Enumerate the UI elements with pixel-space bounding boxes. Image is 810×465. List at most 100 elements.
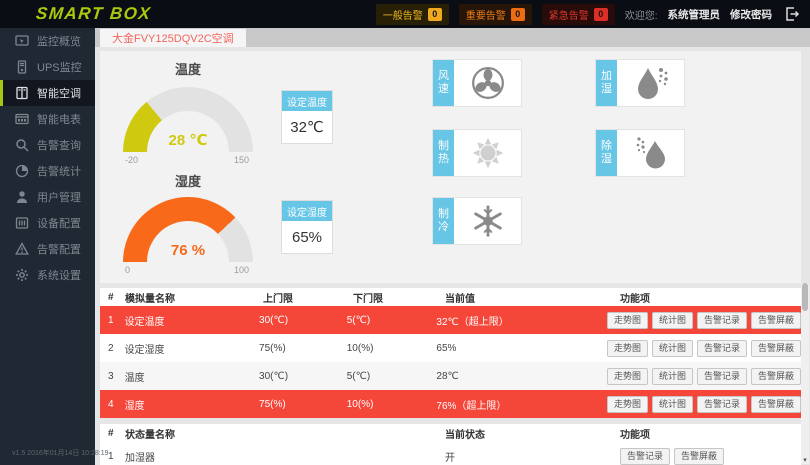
sun-icon [472,137,503,169]
monitor-icon [15,35,29,46]
urgent-alarm-badge[interactable]: 紧急告警 0 [541,3,615,25]
sidebar-item-system-settings[interactable]: 系统设置 [0,262,95,288]
sidebar-item-monitor-overview[interactable]: 监控概览 [0,28,95,54]
analog-row: 3 温度 30(℃) 5(℃) 28℃ 走势图 统计图 告警记录 告警屏蔽 [100,362,801,390]
row-num: 4 [108,398,114,410]
sidebar-item-alarm-config[interactable]: 告警配置 [0,236,95,262]
analog-table-panel: # 模拟量名称 上门限 下门限 当前值 功能项 1 设定温度 30(℃) 5(℃… [100,288,801,418]
col-analog-name: 模拟量名称 [125,293,175,305]
col-upper-limit: 上门限 [263,293,293,305]
alarm-record-button[interactable]: 告警记录 [696,395,747,413]
main-content: 大金FVY125DQV2C空调 温度 28 ℃ -20 150 设定温度 32℃… [95,28,810,465]
urgent-alarm-count: 0 [593,7,608,21]
change-password-link[interactable]: 修改密码 [730,8,772,21]
stats-button[interactable]: 统计图 [651,311,693,329]
sidebar-item-user-management[interactable]: 用户管理 [0,184,95,210]
status-table-header: # 状态量名称 当前状态 功能项 [100,424,801,442]
sidebar-item-label: 设备配置 [37,218,81,230]
pie-chart-icon [15,164,29,178]
alarm-record-button[interactable]: 告警记录 [696,311,747,329]
col-current-value: 当前值 [445,293,475,305]
sidebar-item-label: 系统设置 [37,270,81,282]
mode-card-fan-speed[interactable]: 风速 [432,59,522,107]
top-bar: SMART BOX 一般告警 0 重要告警 0 紧急告警 0 欢迎您: 系统管理… [0,0,810,28]
alarm-record-button[interactable]: 告警记录 [696,367,747,385]
sidebar-item-ups[interactable]: UPS监控 [0,54,95,80]
dehumidify-icon [636,137,665,169]
analog-row: 2 设定湿度 75(%) 10(%) 65% 走势图 统计图 告警记录 告警屏蔽 [100,334,801,362]
temperature-gauge-scale: -20 150 [125,155,249,165]
row-num: 3 [108,370,114,382]
status-table-panel: # 状态量名称 当前状态 功能项 1 加湿器 开 告警记录 告警屏蔽 [100,424,801,465]
alarm-record-button[interactable]: 告警记录 [696,339,747,357]
stats-button[interactable]: 统计图 [651,395,693,413]
stats-button[interactable]: 统计图 [651,367,693,385]
humidify-icon [637,68,668,99]
row-current: 32℃（超上限） [436,316,509,328]
fan-icon [471,67,504,99]
logout-icon[interactable] [784,6,800,22]
search-icon [16,139,29,152]
row-current: 76%（超上限） [436,400,507,412]
status-row: 1 加湿器 开 告警记录 告警屏蔽 [100,442,801,465]
trend-button[interactable]: 走势图 [606,339,648,357]
mode-card-dehumidify[interactable]: 除湿 [595,129,685,177]
dehumidify-label: 除湿 [596,130,617,176]
row-name: 设定湿度 [124,344,165,356]
humidify-label: 加湿 [596,60,617,106]
device-icon [15,217,29,229]
mode-card-cool[interactable]: 制冷 [432,197,522,245]
major-alarm-badge[interactable]: 重要告警 0 [458,3,532,25]
row-lower: 10(%) [346,398,374,410]
alarm-mask-button[interactable]: 告警屏蔽 [750,395,801,413]
tab-bar: 大金FVY125DQV2C空调 [95,28,810,47]
snowflake-icon [473,205,502,237]
general-alarm-badge[interactable]: 一般告警 0 [375,3,449,25]
scrollbar-down-arrow[interactable]: ▾ [803,457,807,464]
sidebar-item-alarm-query[interactable]: 告警查询 [0,132,95,158]
vertical-scrollbar[interactable]: ▾ [801,283,809,464]
row-num: 2 [108,342,114,354]
alarm-record-button[interactable]: 告警记录 [620,447,671,465]
sidebar-item-smart-meter[interactable]: 智能电表 [0,106,95,132]
alarm-mask-button[interactable]: 告警屏蔽 [750,367,801,385]
cool-label: 制冷 [433,198,454,244]
trend-button[interactable]: 走势图 [606,395,648,413]
col-actions: 功能项 [620,293,650,305]
alarm-mask-button[interactable]: 告警屏蔽 [750,339,801,357]
heat-label: 制热 [433,130,454,176]
scrollbar-thumb[interactable] [802,283,808,311]
sidebar-item-label: UPS监控 [37,62,82,74]
col-status-name: 状态量名称 [125,429,175,441]
set-humidity-label: 设定湿度 [282,201,332,221]
tab-ac-device[interactable]: 大金FVY125DQV2C空调 [100,29,246,47]
mode-card-humidify[interactable]: 加湿 [595,59,685,107]
sidebar-item-smart-ac[interactable]: 智能空调 [0,80,95,106]
row-lower: 5(℃) [346,370,371,382]
alarm-mask-button[interactable]: 告警屏蔽 [674,447,725,465]
version-info: v1.5 2016年01月14日 10:28:19 [12,450,109,457]
sidebar-item-device-config[interactable]: 设备配置 [0,210,95,236]
user-icon [16,191,28,203]
row-upper: 30(℃) [259,314,289,326]
set-temperature-label: 设定温度 [282,91,332,111]
trend-button[interactable]: 走势图 [606,367,648,385]
row-lower: 10(%) [346,342,374,354]
major-alarm-count: 0 [510,7,525,21]
set-humidity-card: 设定湿度 65% [281,200,333,254]
humidity-gauge-title: 湿度 [174,174,201,189]
ac-overview-panel: 温度 28 ℃ -20 150 设定温度 32℃ 湿度 76 % 0 [100,51,801,283]
analog-table-header: # 模拟量名称 上门限 下门限 当前值 功能项 [100,288,801,306]
sidebar-item-alarm-stats[interactable]: 告警统计 [0,158,95,184]
row-lower: 5(℃) [346,314,371,326]
trend-button[interactable]: 走势图 [606,311,648,329]
temperature-value: 28 ℃ [168,132,208,149]
temperature-gauge-title: 温度 [174,62,201,77]
humidity-value: 76 % [170,242,206,259]
welcome-text: 欢迎您: [624,10,658,22]
temperature-min-label: -20 [125,155,139,165]
content-scroll-area: 温度 28 ℃ -20 150 设定温度 32℃ 湿度 76 % 0 [95,47,810,465]
stats-button[interactable]: 统计图 [651,339,693,357]
mode-card-heat[interactable]: 制热 [432,129,522,177]
alarm-mask-button[interactable]: 告警屏蔽 [750,311,801,329]
